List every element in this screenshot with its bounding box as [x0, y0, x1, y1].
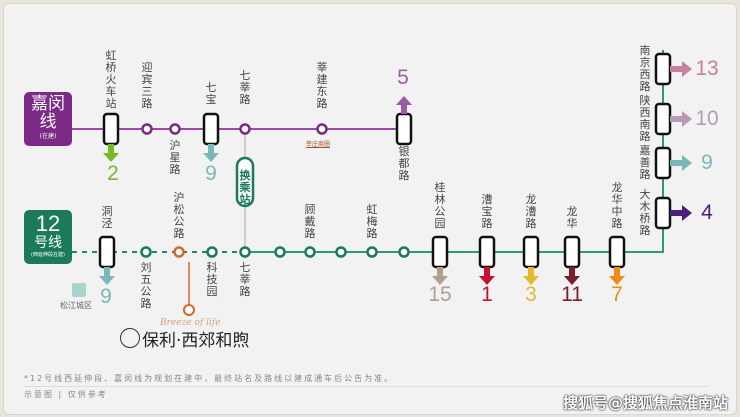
station-label: 龙华	[566, 205, 578, 230]
disclaimer: 示意图 | 仅供参考	[24, 390, 108, 399]
transfer-arrow-icon	[99, 267, 115, 285]
transfer-pill	[235, 156, 255, 208]
transfer-arrow-icon	[670, 61, 692, 77]
station-label: 洞泾	[101, 205, 113, 230]
transfer-label: 换乘站	[239, 169, 251, 206]
station-label: 漕宝路	[481, 193, 493, 230]
transfer-line-number: 3	[525, 283, 537, 306]
badge-text: 号线	[34, 235, 62, 251]
station[interactable]	[274, 246, 286, 258]
jiamin-note: 莘庄商圈	[306, 141, 331, 148]
station[interactable]	[335, 246, 347, 258]
station-label: 龙漕路	[525, 193, 537, 230]
station-label: 七莘路	[239, 69, 251, 106]
station-label: 沪松公路	[173, 191, 185, 240]
l12-line-badge: 12 号线 (西延伸段在建)	[24, 210, 72, 264]
station-label: 科技园	[206, 261, 218, 298]
footnote: *12号线西延伸段、嘉闵线为规划在建中，最终站名及路线以建成通车后公告为准。	[24, 374, 395, 383]
transfer-arrow-icon	[432, 267, 448, 285]
station-label: 刘五公路	[140, 261, 152, 310]
station-label: 龙华中路	[611, 181, 623, 230]
station-label: 桂林公园	[434, 181, 446, 230]
transfer-arrow-icon	[670, 111, 692, 127]
transfer-arrow-icon	[670, 205, 692, 221]
transfer-arrow-icon	[564, 267, 580, 285]
transfer-line-number: 15	[428, 283, 452, 306]
divider	[24, 386, 709, 387]
transfer-line-number: 9	[100, 285, 112, 308]
transfer-arrow-icon	[479, 267, 495, 285]
project-station[interactable]	[173, 246, 185, 258]
station-label: 大木桥路	[639, 188, 651, 237]
transfer-line-number: 9	[701, 151, 713, 174]
transfer-arrow-icon	[396, 96, 412, 114]
interchange-station[interactable]	[395, 112, 413, 146]
station[interactable]	[316, 123, 328, 135]
badge-text: 12	[35, 211, 61, 236]
transfer-line-number: 7	[611, 283, 623, 306]
poly-logo-icon	[120, 328, 140, 348]
station[interactable]	[169, 123, 181, 135]
station-label: 沪星路	[169, 139, 181, 176]
interchange-station[interactable]	[478, 235, 496, 269]
project-logo-script: Breeze of life	[160, 318, 221, 328]
station[interactable]	[239, 246, 251, 258]
badge-sub: (在建)	[39, 133, 57, 140]
station[interactable]	[304, 246, 316, 258]
interchange-station[interactable]	[608, 235, 626, 269]
badge-sub: (西延伸段在建)	[31, 252, 65, 258]
station[interactable]	[239, 123, 251, 135]
interchange-station[interactable]	[202, 112, 220, 146]
transfer-arrow-icon	[670, 155, 692, 171]
transfer-line-number: 11	[561, 283, 583, 306]
interchange-station[interactable]	[654, 52, 672, 86]
transfer-arrow-icon	[609, 267, 625, 285]
transfer-line-number: 10	[695, 107, 719, 130]
district-label: 松江城区	[60, 301, 92, 310]
badge-text: 嘉闵	[31, 94, 65, 114]
interchange-station[interactable]	[431, 235, 449, 269]
transfer-line-number: 5	[397, 66, 409, 89]
jiamin-line-badge: 嘉闵 线 (在建)	[24, 92, 72, 146]
station-label: 七莘路	[239, 261, 251, 298]
station-label: 嘉善路	[639, 144, 651, 181]
transfer-arrow-icon	[203, 144, 219, 162]
building-icon	[72, 283, 86, 297]
station[interactable]	[206, 246, 218, 258]
station-label: 南京西路	[639, 44, 651, 93]
station-label: 顾戴路	[304, 203, 316, 240]
interchange-station[interactable]	[654, 102, 672, 136]
station-label: 虹梅路	[366, 203, 378, 240]
watermark: 搜狐号@搜狐焦点淮南站	[562, 394, 728, 412]
project-marker	[183, 304, 195, 316]
interchange-station[interactable]	[522, 235, 540, 269]
station[interactable]	[366, 246, 378, 258]
station-label: 迎宾三路	[141, 61, 153, 110]
station-label: 虹桥火车站	[105, 49, 117, 110]
transfer-line-number: 1	[481, 283, 493, 306]
interchange-station[interactable]	[654, 146, 672, 180]
station[interactable]	[141, 123, 153, 135]
interchange-station[interactable]	[654, 196, 672, 230]
station-label: 莘建东路	[316, 61, 328, 110]
badge-text: 线	[39, 112, 57, 132]
interchange-station[interactable]	[563, 235, 581, 269]
transfer-line-number: 9	[205, 162, 217, 185]
transfer-line-number: 2	[107, 162, 119, 185]
station-label: 陕西南路	[639, 94, 651, 143]
interchange-station[interactable]	[102, 112, 120, 146]
transfer-arrow-icon	[523, 267, 539, 285]
station-label: 银都路	[398, 145, 410, 182]
station-label: 七宝	[205, 81, 217, 106]
interchange-station[interactable]	[98, 235, 116, 269]
transfer-line-number: 13	[695, 57, 719, 80]
transfer-line-number: 4	[701, 201, 713, 224]
project-name: 保利·西郊和煦	[142, 331, 250, 351]
station[interactable]	[398, 246, 410, 258]
transfer-arrow-icon	[103, 144, 119, 162]
station[interactable]	[140, 246, 152, 258]
